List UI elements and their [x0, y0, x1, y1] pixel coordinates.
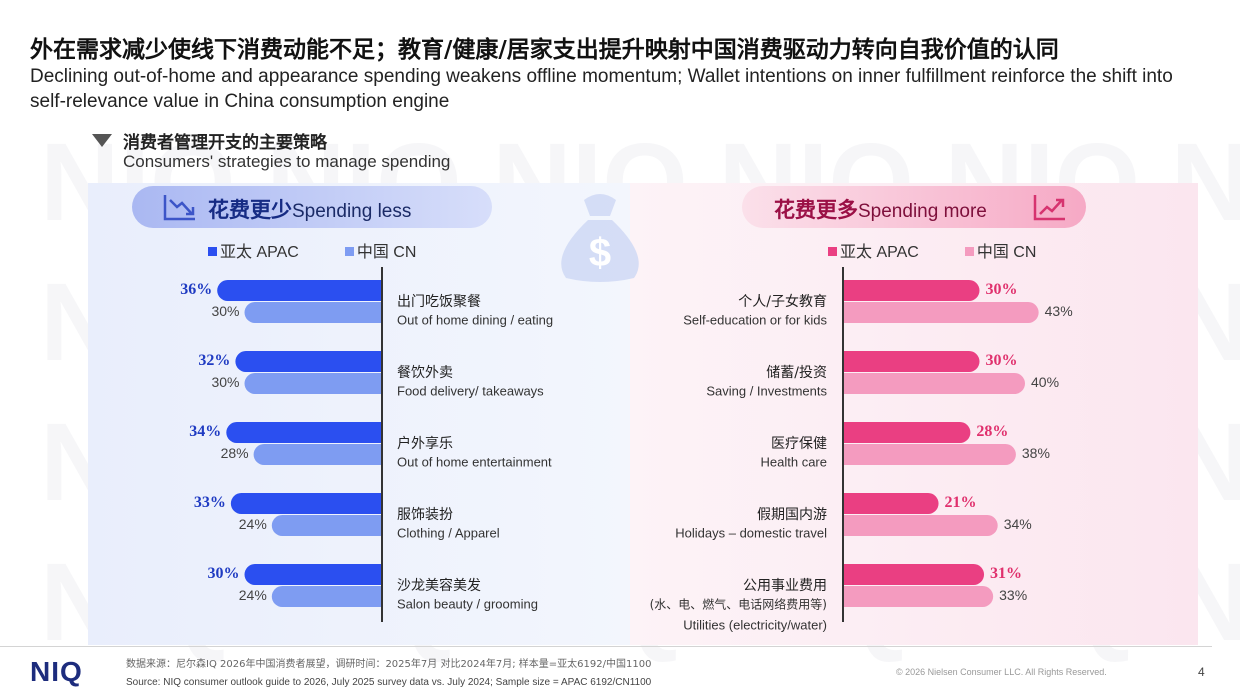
- bar-less-apac: [230, 493, 381, 514]
- bar-less-apac: [217, 280, 381, 301]
- bar-more-apac: [843, 564, 985, 585]
- page-title: 外在需求减少使线下消费动能不足；教育/健康/居家支出提升映射中国消费驱动力转向自…: [30, 37, 1059, 63]
- chart-down-icon: [163, 195, 195, 221]
- data-label-less-cn: 28%: [221, 445, 249, 461]
- data-label-more-cn: 33%: [999, 587, 1027, 603]
- legend-swatch-apac: [208, 247, 217, 256]
- niq-logo: NIQ: [30, 656, 83, 687]
- spending-more-title-zh: 花费更多: [774, 198, 858, 222]
- triangle-down-icon: [92, 134, 112, 147]
- category-label-en: Out of home dining / eating: [397, 312, 553, 327]
- data-label-less-apac: 32%: [198, 352, 230, 369]
- page-number: 4: [1198, 665, 1205, 679]
- category-label-zh: 公用事业费用: [743, 578, 827, 594]
- data-label-more-apac: 31%: [990, 565, 1022, 582]
- legend-more: 亚太 APAC 中国 CN: [828, 238, 1036, 262]
- bar-less-apac: [244, 564, 381, 585]
- svg-text:$: $: [589, 231, 611, 275]
- category-label-en: Holidays – domestic travel: [675, 525, 827, 540]
- data-label-more-cn: 40%: [1031, 374, 1059, 390]
- data-label-less-cn: 24%: [239, 587, 267, 603]
- legend-label-cn: 中国 CN: [356, 244, 417, 261]
- page-subtitle: Declining out-of-home and appearance spe…: [30, 66, 1173, 112]
- spending-less-title-en: Spending less: [292, 201, 412, 222]
- chart-up-icon: [1033, 195, 1065, 221]
- bar-less-cn: [253, 444, 381, 465]
- less-axis-line: [381, 267, 383, 622]
- data-label-less-apac: 33%: [194, 494, 226, 511]
- bar-more-cn: [843, 444, 1016, 465]
- section-title-zh: 消费者管理开支的主要策略: [123, 133, 327, 153]
- data-label-less-apac: 36%: [180, 281, 212, 298]
- data-label-more-cn: 38%: [1022, 445, 1050, 461]
- category-label-zh: 服饰装扮: [397, 507, 453, 523]
- category-label-en: Health care: [761, 454, 827, 469]
- data-label-more-apac: 30%: [986, 352, 1018, 369]
- footer-divider: [0, 646, 1212, 647]
- section-title-en: Consumers' strategies to manage spending: [123, 152, 451, 171]
- data-label-more-cn: 43%: [1045, 303, 1073, 319]
- bar-less-cn: [244, 373, 381, 394]
- category-label-zh: 医疗保健: [771, 436, 827, 452]
- legend-less: 亚太 APAC 中国 CN: [208, 238, 416, 262]
- bar-more-apac: [843, 280, 980, 301]
- bar-more-cn: [843, 586, 994, 607]
- category-label-zh: 个人/子女教育: [738, 293, 827, 310]
- source-note-zh: 数据来源：尼尔森IQ 2026年中国消费者展望，调研时间：2025年7月 对比2…: [126, 659, 652, 670]
- bar-less-cn: [271, 515, 381, 536]
- category-label-en: Clothing / Apparel: [397, 525, 500, 540]
- bar-less-cn: [244, 302, 381, 323]
- bar-more-cn: [843, 302, 1039, 323]
- bar-more-apac: [843, 493, 939, 514]
- legend-swatch-apac: [828, 247, 837, 256]
- category-label-en: Saving / Investments: [706, 383, 827, 398]
- category-label-zh: 沙龙美容美发: [397, 577, 481, 594]
- data-label-less-apac: 30%: [208, 565, 240, 582]
- more-axis-line: [842, 267, 844, 622]
- data-label-more-apac: 21%: [945, 494, 977, 511]
- legend-swatch-cn: [344, 247, 354, 256]
- bar-more-cn: [843, 373, 1025, 394]
- legend-label-cn: 中国 CN: [976, 244, 1037, 261]
- legend-label-apac: 亚太 APAC: [840, 244, 919, 261]
- category-label-en: Salon beauty / grooming: [397, 596, 538, 611]
- legend-swatch-cn: [964, 247, 974, 256]
- data-label-less-cn: 30%: [211, 374, 239, 390]
- money-bag-icon: $: [561, 194, 639, 282]
- category-label-en: Self-education or for kids: [683, 312, 827, 327]
- spending-more-title-en: Spending more: [858, 201, 987, 222]
- copyright: © 2026 Nielsen Consumer LLC. All Rights …: [896, 667, 1107, 677]
- bar-less-cn: [271, 586, 381, 607]
- category-label-zh: 出门吃饭聚餐: [397, 294, 481, 310]
- category-label-zh: 假期国内游: [757, 507, 827, 523]
- category-label-zh: 户外享乐: [397, 435, 453, 452]
- legend-label-apac: 亚太 APAC: [220, 244, 299, 261]
- spending-less-title-zh: 花费更少: [208, 198, 292, 222]
- data-label-more-apac: 28%: [976, 423, 1008, 440]
- bar-less-apac: [226, 422, 381, 443]
- bar-more-apac: [843, 351, 980, 372]
- spending-less-header: 花费更少Spending less: [132, 186, 492, 228]
- data-label-more-apac: 30%: [986, 281, 1018, 298]
- data-label-more-cn: 34%: [1004, 516, 1032, 532]
- category-label-en: Utilities (electricity/water): [683, 617, 827, 632]
- data-label-less-apac: 34%: [189, 423, 221, 440]
- source-note-en: Source: NIQ consumer outlook guide to 20…: [126, 677, 652, 688]
- category-label-en: Out of home entertainment: [397, 454, 552, 469]
- category-label-zh: 储蓄/投资: [766, 365, 827, 381]
- data-label-less-cn: 24%: [239, 516, 267, 532]
- bar-more-apac: [843, 422, 971, 443]
- bar-less-apac: [235, 351, 381, 372]
- bar-more-cn: [843, 515, 998, 536]
- data-label-less-cn: 30%: [211, 303, 239, 319]
- category-label-en: Food delivery/ takeaways: [397, 383, 544, 398]
- spending-more-header: 花费更多Spending more: [742, 186, 1086, 228]
- category-label-zh-note: (水、电、燃气、电话网络费用等): [650, 597, 827, 612]
- category-label-zh: 餐饮外卖: [397, 365, 453, 381]
